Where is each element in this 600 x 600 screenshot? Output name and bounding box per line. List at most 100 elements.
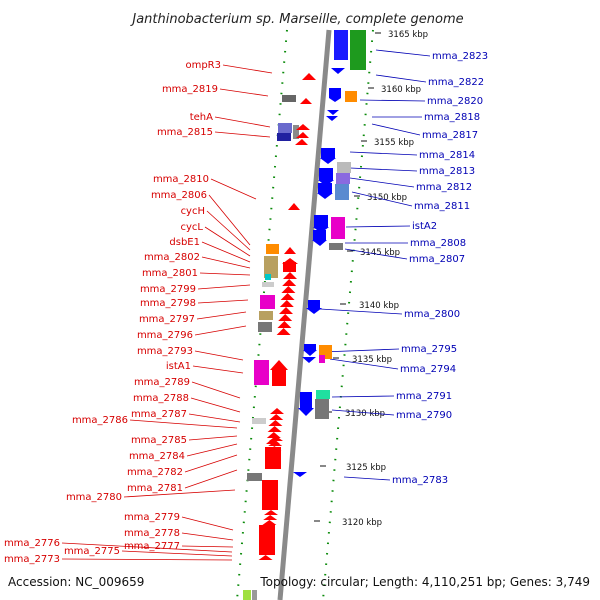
left-gene-label: mma_2788: [133, 393, 189, 404]
left-gene-label: mma_2789: [134, 377, 190, 388]
forward-gene-arrow: [264, 510, 278, 515]
left-label-leader: [201, 256, 251, 269]
forward-gene-arrow: [270, 408, 284, 414]
left-label-leader: [188, 413, 241, 423]
left-label-leader: [181, 532, 234, 541]
gene-block-blue: [300, 392, 312, 408]
left-gene-label: mma_2773: [4, 554, 60, 565]
gene-block-mint: [316, 390, 330, 399]
gene-block-purple: [278, 123, 292, 133]
left-gene-label: mma_2777: [124, 541, 180, 552]
right-label-leader: [321, 348, 400, 353]
right-gene-label: mma_2807: [409, 254, 465, 265]
gene-block-khaki: [259, 311, 273, 320]
gene-block-grey: [247, 473, 262, 481]
forward-gene-arrow: [296, 132, 309, 138]
gene-block-blue: [304, 344, 316, 350]
reverse-gene-arrow: [317, 193, 333, 199]
right-label-leader: [359, 99, 426, 102]
right-label-leader: [349, 177, 415, 188]
left-label-leader: [61, 558, 233, 561]
reverse-gene-arrow: [293, 472, 307, 477]
gene-block-steelblue: [335, 184, 349, 200]
gene-block-violet: [336, 173, 350, 184]
left-label-leader: [61, 542, 233, 553]
left-gene-label: mma_2806: [151, 190, 207, 201]
left-gene-label: mma_2785: [131, 435, 187, 446]
left-label-leader: [194, 350, 244, 361]
left-label-leader: [222, 64, 273, 74]
left-label-leader: [181, 516, 234, 531]
right-gene-label: mma_2791: [396, 391, 452, 402]
left-label-leader: [190, 397, 241, 413]
scale-tick-label: 3155 kbp: [374, 138, 414, 148]
forward-gene-arrow: [262, 520, 277, 525]
gene-block-red: [265, 447, 281, 469]
gene-block-green: [350, 30, 366, 70]
scale-tick-label: 3120 kbp: [342, 518, 382, 528]
right-gene-label: mma_2812: [416, 182, 472, 193]
left-label-leader: [196, 311, 247, 320]
gene-block-blue: [329, 88, 341, 98]
right-gene-labels: mma_2823 mma_2822 mma_2820 mma_2818 mma_2817…: [319, 49, 488, 486]
genome-backbone: [277, 29, 332, 600]
left-label-leader: [210, 178, 257, 200]
left-label-leader: [197, 284, 251, 290]
gene-block-orange: [345, 91, 357, 102]
forward-gene-arrow: [263, 515, 278, 520]
forward-arrow-stacks: [258, 272, 297, 560]
left-label-leader: [129, 419, 238, 429]
reverse-gene-arrow: [306, 308, 322, 314]
gene-block-khaki: [264, 256, 278, 278]
gene-block-lime: [243, 590, 251, 600]
left-label-leader: [121, 550, 233, 557]
right-gene-label: mma_2790: [396, 410, 452, 421]
left-gene-label: mma_2799: [140, 284, 196, 295]
gene-block-blue: [314, 215, 328, 227]
right-gene-label: mma_2818: [424, 112, 480, 123]
reverse-gene-arrow: [326, 116, 338, 121]
right-label-leader: [349, 151, 418, 156]
left-gene-label: tehA: [190, 112, 213, 123]
reverse-gene-arrow: [312, 240, 327, 246]
forward-gene-arrow: [302, 73, 316, 80]
forward-gene-arrow: [261, 540, 275, 545]
left-gene-label: cycH: [181, 206, 205, 217]
forward-gene-arrow: [258, 555, 273, 560]
scale-tick-label: 3135 kbp: [352, 355, 392, 365]
left-gene-label: mma_2815: [157, 127, 213, 138]
right-label-leader: [349, 167, 418, 172]
right-gene-label: mma_2814: [419, 150, 475, 161]
right-label-leader: [375, 49, 431, 57]
forward-gene-arrow: [296, 124, 310, 130]
gene-block-blue: [319, 168, 333, 180]
left-label-leader: [219, 88, 269, 97]
forward-gene-arrow: [288, 203, 300, 210]
left-label-leader: [214, 116, 271, 128]
right-gene-label: istA2: [412, 221, 437, 232]
gene-block-grey: [315, 399, 329, 419]
forward-gene-arrow: [283, 272, 297, 279]
gene-block-cyan: [265, 274, 271, 280]
gene-block-red: [262, 480, 278, 510]
right-gene-label: mma_2783: [392, 475, 448, 486]
right-gene-label: mma_2822: [428, 77, 484, 88]
right-label-leader: [331, 409, 395, 416]
left-gene-label: mma_2780: [66, 492, 122, 503]
forward-gene-arrow: [276, 328, 291, 335]
map-title: Janthinobacterium sp. Marseille, complet…: [129, 12, 463, 27]
left-label-leader: [204, 226, 251, 257]
forward-gene-arrow: [267, 426, 282, 432]
right-gene-label: mma_2811: [414, 201, 470, 212]
reverse-gene-arrow: [298, 408, 314, 416]
reverse-gene-arrow: [302, 357, 316, 363]
left-label-leader: [186, 443, 238, 457]
forward-gene-arrow: [270, 360, 288, 370]
gene-block-red: [283, 262, 296, 272]
left-gene-label: mma_2796: [137, 330, 193, 341]
left-label-leader: [197, 299, 249, 304]
gene-block-grey: [258, 322, 272, 332]
left-gene-label: mma_2793: [137, 346, 193, 357]
forward-gene-arrow: [260, 545, 275, 550]
